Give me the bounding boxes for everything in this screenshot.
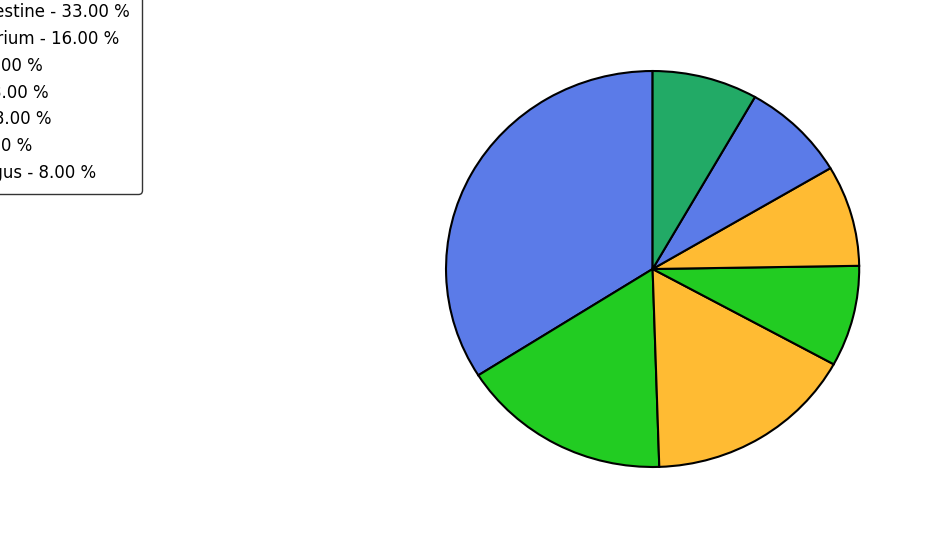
Wedge shape [653, 168, 859, 269]
Wedge shape [446, 71, 653, 376]
Wedge shape [653, 266, 859, 364]
Wedge shape [653, 269, 834, 467]
Wedge shape [653, 97, 830, 269]
Legend: large_intestine - 33.00 %, endometrium - 16.00 %, lung - 16.00 %, breast - 8.00 : large_intestine - 33.00 %, endometrium -… [0, 0, 142, 194]
Wedge shape [478, 269, 659, 467]
Wedge shape [653, 71, 755, 269]
